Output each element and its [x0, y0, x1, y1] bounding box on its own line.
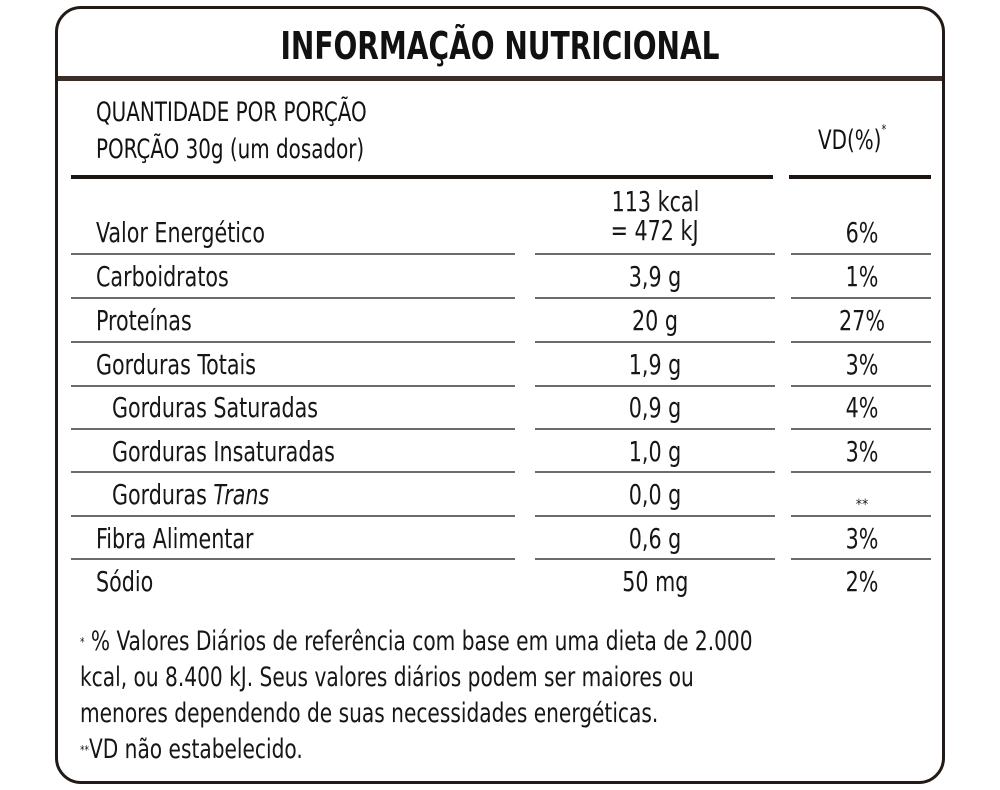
nutrient-value-kj: = 472 kJ — [611, 214, 699, 247]
row-divider — [791, 341, 931, 343]
row-divider — [71, 515, 515, 517]
row-divider — [535, 385, 775, 387]
row-divider — [71, 558, 515, 560]
row-divider — [71, 385, 515, 387]
asterisk-icon: * — [881, 123, 887, 138]
nutrient-vd: 3% — [845, 522, 879, 555]
row-divider — [71, 471, 515, 473]
title-divider — [58, 76, 942, 81]
nutrient-value: 0,0 g — [628, 478, 682, 511]
row-divider — [791, 428, 931, 430]
footnote-line-1: * % Valores Diários de referência com ba… — [80, 626, 753, 657]
row-divider — [71, 297, 515, 299]
nutrient-label: Valor Energético — [96, 216, 266, 249]
header-divider-right — [789, 175, 931, 179]
vd-column-header: VD(%)* — [818, 123, 887, 156]
row-divider — [535, 341, 775, 343]
row-divider — [535, 297, 775, 299]
row-divider — [71, 253, 515, 255]
header-divider-left — [71, 175, 773, 179]
footnote-line-2: kcal, ou 8.400 kJ. Seus valores diários … — [80, 662, 694, 693]
nutrient-label: Proteínas — [96, 304, 192, 337]
row-divider — [535, 515, 775, 517]
panel-title: INFORMAÇÃO NUTRICIONAL — [280, 24, 720, 68]
nutrient-value: 3,9 g — [628, 260, 682, 293]
row-divider — [535, 558, 775, 560]
nutrient-label: Carboidratos — [96, 260, 229, 293]
nutrient-vd-not-established: ** — [791, 483, 933, 516]
asterisk-icon: * — [80, 635, 85, 649]
row-divider — [71, 428, 515, 430]
serving-header: QUANTIDADE POR PORÇÃO — [96, 97, 367, 128]
nutrient-value: 1,9 g — [628, 348, 682, 381]
nutrient-vd: 3% — [845, 348, 879, 381]
nutrition-facts-panel: INFORMAÇÃO NUTRICIONAL QUANTIDADE POR PO… — [55, 6, 945, 784]
nutrient-vd: 2% — [845, 565, 879, 598]
row-divider — [791, 297, 931, 299]
nutrient-label: Gorduras Saturadas — [112, 391, 319, 424]
nutrient-vd: 4% — [845, 391, 879, 424]
nutrient-value: 113 kcal — [611, 185, 699, 218]
nutrient-vd: 1% — [845, 260, 879, 293]
row-divider — [791, 558, 931, 560]
row-divider — [535, 428, 775, 430]
row-divider — [791, 471, 931, 473]
nutrient-value: 20 g — [632, 304, 678, 337]
row-divider — [535, 471, 775, 473]
footnote-line-4: **VD não estabelecido. — [80, 734, 303, 765]
nutrient-vd: 27% — [839, 304, 885, 337]
row-divider — [71, 341, 515, 343]
nutrient-vd: 3% — [845, 435, 879, 468]
nutrient-value: 50 mg — [621, 565, 689, 598]
double-asterisk-icon: ** — [855, 497, 869, 513]
serving-size: PORÇÃO 30g (um dosador) — [96, 134, 365, 165]
nutrient-label: Gorduras Insaturadas — [112, 435, 335, 468]
row-divider — [791, 385, 931, 387]
row-divider — [791, 253, 931, 255]
nutrient-value: 0,6 g — [628, 522, 682, 555]
nutrient-label: Sódio — [96, 565, 154, 598]
nutrient-label: Fibra Alimentar — [96, 522, 254, 555]
nutrient-label: Gorduras Totais — [96, 348, 257, 381]
footnote-line-3: menores dependendo de suas necessidades … — [80, 698, 659, 729]
nutrient-vd: 6% — [845, 216, 879, 249]
nutrient-value: 1,0 g — [628, 435, 682, 468]
row-divider — [791, 515, 931, 517]
nutrient-label: Gorduras Trans — [112, 478, 270, 511]
double-asterisk-icon: ** — [80, 743, 89, 757]
row-divider — [535, 253, 775, 255]
footnote: * % Valores Diários de referência com ba… — [80, 624, 940, 768]
nutrient-value: 0,9 g — [628, 391, 682, 424]
